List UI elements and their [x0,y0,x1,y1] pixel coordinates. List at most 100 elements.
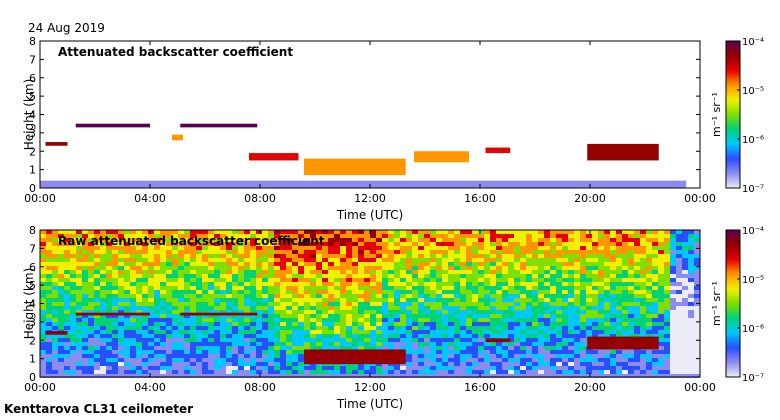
background-cell [694,242,700,246]
background-cell [358,246,364,250]
background-cell [592,306,598,310]
background-cell [172,326,178,330]
background-cell [676,334,682,338]
background-cell [322,286,328,290]
background-cell [664,266,670,270]
background-cell [640,362,646,366]
background-cell [418,298,424,302]
background-cell [388,306,394,310]
background-cell [112,278,118,282]
background-cell [568,334,574,338]
background-cell [184,262,190,266]
background-cell [70,362,76,366]
background-cell [142,242,148,246]
background-cell [88,270,94,274]
background-cell [166,238,172,242]
background-cell [532,266,538,270]
background-cell [358,298,364,302]
background-cell [634,366,640,370]
background-cell [286,234,292,238]
background-cell [634,310,640,314]
background-cell [562,358,568,362]
background-cell [382,274,388,278]
background-cell [160,266,166,270]
background-cell [670,306,676,310]
background-cell [310,294,316,298]
backscatter-feature [45,142,68,146]
background-cell [124,298,130,302]
background-cell [658,286,664,290]
background-cell [544,310,550,314]
background-cell [628,282,634,286]
background-cell [436,362,442,366]
background-cell [562,270,568,274]
background-cell [628,298,634,302]
background-cell [340,282,346,286]
background-cell [526,358,532,362]
background-cell [316,322,322,326]
background-cell [214,366,220,370]
background-cell [280,310,286,314]
background-cell [448,322,454,326]
background-cell [346,322,352,326]
background-cell [454,254,460,258]
background-cell [394,298,400,302]
background-cell [298,338,304,342]
background-cell [124,258,130,262]
background-cell [136,250,142,254]
background-cell [82,270,88,274]
background-cell [94,290,100,294]
background-cell [232,314,238,318]
background-cell [76,326,82,330]
background-cell [88,242,94,246]
background-cell [88,310,94,314]
background-cell [634,270,640,274]
background-cell [46,258,52,262]
colorbar-tick-label: 10⁻⁶ [742,324,764,335]
background-cell [454,362,460,366]
background-cell [580,274,586,278]
background-cell [502,234,508,238]
background-cell [622,246,628,250]
background-cell [226,270,232,274]
background-cell [526,346,532,350]
background-cell [136,230,142,234]
background-cell [370,294,376,298]
background-cell [376,278,382,282]
background-cell [190,338,196,342]
background-cell [94,266,100,270]
background-cell [268,294,274,298]
background-cell [496,346,502,350]
background-cell [184,302,190,306]
background-cell [664,358,670,362]
background-cell [88,306,94,310]
background-cell [220,346,226,350]
background-cell [226,286,232,290]
background-cell [520,254,526,258]
background-cell [676,306,682,310]
background-cell [508,262,514,266]
background-cell [580,290,586,294]
background-cell [154,298,160,302]
background-cell [292,270,298,274]
background-cell [526,354,532,358]
background-cell [436,274,442,278]
background-cell [154,234,160,238]
background-cell [682,330,688,334]
background-cell [322,334,328,338]
background-cell [694,270,700,274]
background-cell [310,238,316,242]
background-cell [76,350,82,354]
background-cell [652,234,658,238]
background-cell [352,302,358,306]
background-cell [124,294,130,298]
background-cell [442,326,448,330]
background-cell [88,326,94,330]
background-cell [160,362,166,366]
background-cell [514,230,520,234]
background-cell [220,358,226,362]
background-cell [664,234,670,238]
background-cell [688,230,694,234]
background-cell [166,326,172,330]
background-cell [178,330,184,334]
